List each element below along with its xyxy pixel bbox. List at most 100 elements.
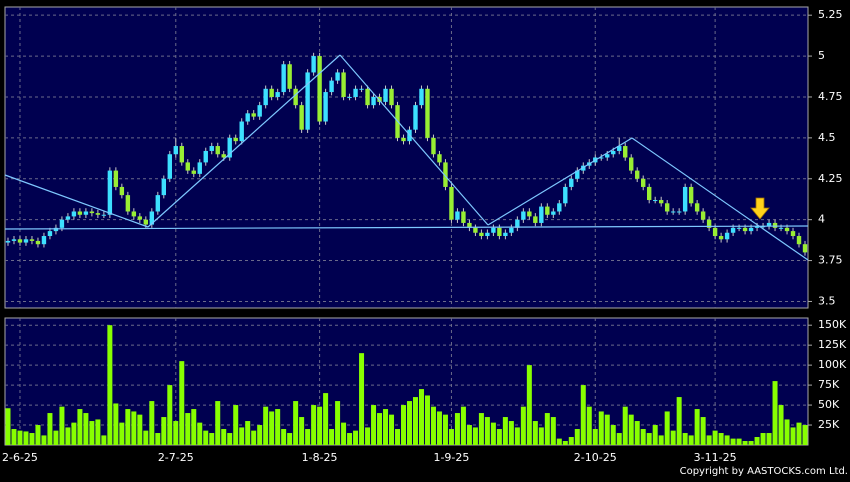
volume-bar — [47, 413, 53, 445]
candle-body — [293, 88, 298, 106]
volume-bar — [436, 411, 442, 445]
volume-bar — [185, 413, 191, 445]
volume-bar — [796, 422, 802, 445]
volume-bar — [520, 406, 526, 445]
candle-body — [802, 244, 808, 253]
volume-bar — [353, 430, 359, 445]
candle-body — [641, 178, 646, 187]
y-tick-label: 3.5 — [818, 294, 836, 307]
volume-bar — [544, 413, 550, 445]
candle-body — [209, 146, 214, 151]
volume-bar — [365, 427, 371, 445]
y-tick-label: 5 — [818, 49, 825, 62]
volume-bar — [113, 403, 119, 445]
candle-body — [347, 96, 352, 98]
volume-bar — [742, 441, 748, 445]
candle-body — [335, 72, 340, 81]
volume-bar — [460, 406, 466, 445]
volume-bar — [371, 405, 377, 445]
y-tick-label: 4.75 — [818, 90, 843, 103]
volume-bar — [640, 429, 646, 445]
candle-body — [551, 211, 556, 215]
candle-body — [389, 88, 394, 106]
candle-body — [299, 105, 304, 130]
candle-body — [563, 186, 568, 204]
candle-body — [251, 113, 256, 117]
volume-bar — [59, 406, 65, 445]
volume-bar — [424, 395, 430, 445]
candle-body — [191, 170, 196, 174]
volume-bar — [41, 435, 47, 445]
volume-bar — [562, 441, 568, 445]
volume-bar — [143, 430, 149, 445]
volume-bar — [323, 393, 329, 445]
volume-bar — [628, 414, 634, 445]
volume-bar — [664, 411, 670, 445]
candle-body — [323, 92, 328, 122]
copyright: Copyright by AASTOCKS.com Ltd. — [680, 466, 848, 477]
volume-bar — [658, 435, 664, 445]
candle-body — [143, 219, 149, 225]
trend-line — [631, 137, 809, 261]
y-tick-label: 5.25 — [818, 8, 843, 21]
candle-body — [53, 227, 59, 232]
candle-body — [101, 214, 107, 216]
neckline — [4, 225, 809, 230]
trend-lines — [4, 54, 809, 261]
volume-bar — [77, 409, 83, 445]
candle-body — [71, 211, 77, 217]
candle-body — [676, 211, 682, 213]
volume-bar — [646, 433, 652, 445]
candle-body — [623, 146, 628, 158]
volume-bar — [227, 433, 233, 445]
candle-body — [359, 88, 364, 90]
volume-bar — [766, 433, 772, 445]
candle-body — [443, 162, 448, 187]
volume-bar — [257, 425, 263, 445]
volume-bar — [107, 325, 113, 445]
volume-bar — [173, 421, 179, 445]
candle-body — [599, 157, 604, 159]
volume-bar — [161, 417, 167, 445]
volume-bar — [383, 409, 389, 445]
volume-bar — [281, 429, 287, 445]
candle-body — [479, 232, 484, 237]
volume-bar — [149, 401, 155, 445]
volume-bar — [293, 401, 299, 445]
volume-bar — [670, 430, 676, 445]
volume-bar — [191, 409, 197, 445]
candle-body — [419, 88, 424, 106]
x-tick-label: 2-7-25 — [158, 451, 194, 464]
candle-body — [515, 219, 520, 228]
volume-bar — [748, 441, 754, 445]
volume-bar — [197, 422, 203, 445]
x-tick-label: 3-11-25 — [694, 451, 737, 464]
x-tick-label: 2-6-25 — [2, 451, 38, 464]
candle-body — [796, 236, 802, 245]
volume-bar — [239, 427, 245, 445]
y-tick-label: 125K — [818, 338, 847, 351]
volume-bar — [574, 429, 580, 445]
volume-bar — [275, 409, 281, 445]
volume-bar — [466, 425, 472, 445]
candle-body — [83, 211, 89, 215]
candle-body — [455, 211, 460, 220]
volume-bar — [550, 417, 556, 445]
candle-body — [497, 227, 502, 237]
volume-bar — [245, 421, 251, 445]
volume-bar — [712, 430, 718, 445]
y-tick-label: 4 — [818, 213, 825, 226]
volume-bar — [472, 427, 478, 445]
volume-bar — [568, 437, 574, 445]
candle-body — [401, 137, 406, 142]
candle-body — [772, 222, 778, 228]
volume-bar — [622, 406, 628, 445]
volume-bar — [23, 431, 29, 445]
volume-bar — [389, 414, 395, 445]
candle-body — [197, 162, 202, 174]
volume-bar — [598, 411, 604, 445]
volume-bar — [580, 385, 586, 445]
y-tick-label: 25K — [818, 418, 840, 431]
candle-body — [215, 146, 220, 155]
volume-bar — [772, 381, 778, 445]
